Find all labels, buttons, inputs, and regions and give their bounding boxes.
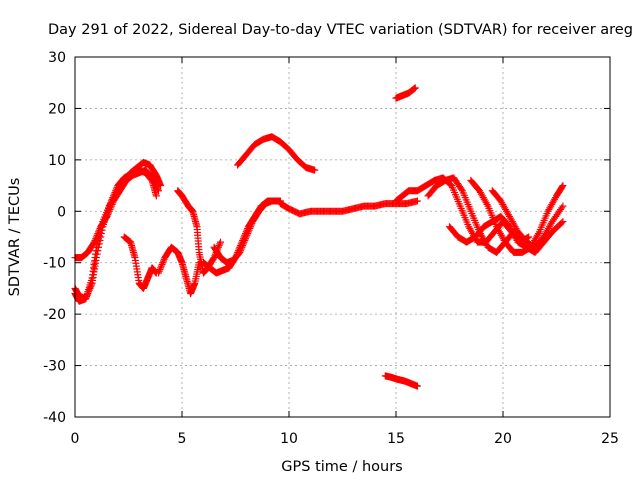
data-point [413,197,421,205]
y-tick-label: 0 [57,204,66,220]
x-tick-label: 25 [601,431,619,447]
data-point [247,221,255,229]
data-point [242,233,250,241]
data-point [156,266,164,274]
data-point [104,211,112,219]
data-point [90,238,98,246]
data-point [559,182,567,190]
data-point [155,267,163,275]
data-point [159,257,167,265]
data-point [154,185,162,193]
plot-frame [74,56,611,418]
y-tick-label: 20 [48,101,66,117]
data-point [246,223,254,231]
data-point [559,202,567,210]
data-point [413,382,421,390]
data-point [210,254,218,262]
y-tick-label: 10 [48,153,66,169]
data-point [216,240,224,248]
data-point [525,233,533,241]
data-point [157,264,165,272]
data-point [91,236,99,244]
data-point [240,238,248,246]
x-tick-label: 15 [387,431,405,447]
data-point [154,269,162,277]
data-point [483,200,491,208]
y-tick-label: -20 [43,307,66,323]
data-point [106,206,114,214]
data-point [107,202,115,210]
x-tick-label: 10 [280,431,298,447]
data-point [311,166,319,174]
x-tick-label: 5 [178,431,187,447]
data-point [243,231,251,239]
data-point [558,204,566,212]
data-point [244,228,252,236]
y-tick-label: -30 [43,359,66,375]
x-tick-label: 0 [71,431,80,447]
data-point [238,243,246,251]
data-point [217,238,225,246]
data-point [93,231,101,239]
data-point [157,262,165,270]
data-point [92,235,100,243]
data-point [105,207,113,215]
data-point [152,192,160,200]
y-tick-label: -40 [43,410,66,426]
data-point [108,200,116,208]
data-point [244,230,252,238]
x-tick-label: 20 [494,431,512,447]
data-point [241,236,249,244]
data-point [105,209,113,217]
data-point [92,233,100,241]
data-point [158,260,166,268]
data-point [411,84,419,92]
y-axis-ticks: -40 -30 -20 -10 0 10 20 30 [43,50,610,426]
y-tick-label: 30 [48,50,66,66]
y-tick-label: -10 [43,256,66,272]
data-point [558,219,566,227]
data-point [534,230,542,238]
data-point [559,218,567,226]
data-point [215,242,223,250]
data-point [95,226,103,234]
data-point [241,235,249,243]
data-point [457,185,465,193]
data-point [94,230,102,238]
data-point [107,204,115,212]
data-point [95,228,103,236]
data-point [159,259,167,267]
data-point [237,245,245,253]
data-point [236,247,244,255]
data-point [558,183,566,191]
data-points [71,84,567,390]
data-point [245,226,253,234]
data-point [268,197,276,205]
data-point [236,248,244,256]
x-axis-label: GPS time / hours [281,459,402,475]
data-point [246,224,254,232]
data-point [154,187,162,195]
chart-title: Day 291 of 2022, Sidereal Day-to-day VTE… [48,22,633,38]
data-point [239,242,247,250]
data-point [239,240,247,248]
y-axis-label: SDTVAR / TECUs [7,178,23,297]
data-point [103,212,111,220]
